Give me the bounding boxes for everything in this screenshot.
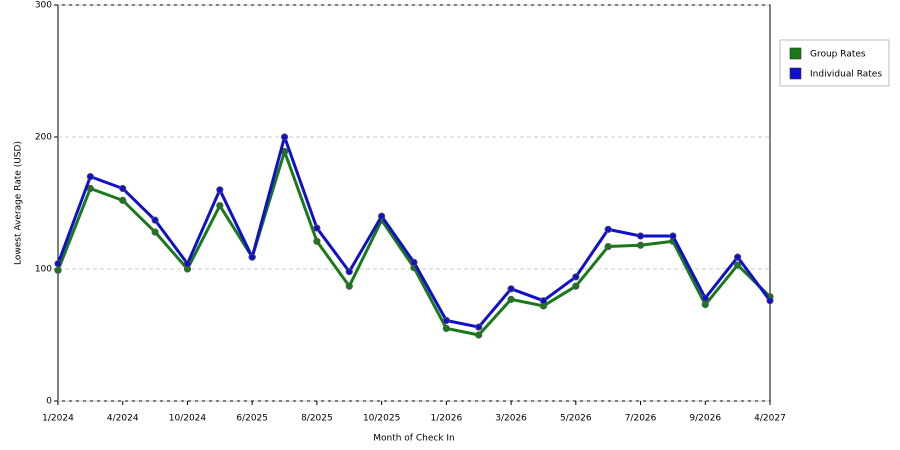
x-tick-label: 9/2026: [689, 414, 721, 424]
y-tick-label: 100: [35, 265, 52, 275]
data-point: [539, 297, 548, 305]
data-point: [507, 295, 515, 303]
x-tick-label: 6/2025: [236, 414, 268, 424]
x-tick-label: 5/2026: [560, 414, 592, 424]
y-axis-label: Lowest Average Rate (USD): [14, 141, 24, 265]
data-point: [216, 186, 224, 194]
data-point: [572, 282, 580, 290]
data-point: [636, 232, 645, 240]
y-tick-label: 200: [35, 133, 52, 143]
data-point: [345, 268, 353, 276]
x-tick-label: 1/2026: [431, 414, 463, 424]
data-point: [636, 241, 645, 249]
data-point: [701, 301, 709, 309]
data-point: [248, 253, 256, 261]
data-point: [766, 297, 774, 305]
data-point: [280, 133, 289, 141]
data-point: [734, 261, 742, 269]
x-tick-label: 4/2027: [754, 414, 786, 424]
y-tick-label: 0: [46, 397, 52, 407]
data-point: [507, 285, 515, 293]
data-point: [734, 253, 742, 261]
data-point: [313, 237, 321, 245]
data-point: [410, 258, 418, 266]
data-point: [572, 273, 580, 281]
x-tick-label: 4/2024: [107, 414, 139, 424]
data-point: [442, 316, 450, 325]
data-point: [701, 294, 709, 302]
data-point: [378, 212, 386, 220]
data-point: [442, 324, 450, 332]
data-point: [669, 232, 677, 240]
data-point: [86, 173, 94, 181]
x-tick-label: 3/2026: [495, 414, 527, 424]
data-point: [151, 216, 159, 224]
data-point: [216, 202, 224, 210]
data-point: [183, 260, 192, 268]
legend-swatch: [789, 67, 802, 80]
data-point: [54, 260, 62, 268]
x-tick-label: 7/2026: [625, 414, 657, 424]
x-tick-label: 10/2024: [169, 414, 207, 424]
x-axis-label: Month of Check In: [373, 434, 455, 444]
data-point: [313, 224, 321, 232]
plot-area: [57, 4, 771, 402]
data-point: [151, 228, 159, 236]
y-tick-label: 300: [35, 1, 52, 11]
x-tick-label: 8/2025: [301, 414, 333, 424]
data-point: [475, 323, 483, 331]
data-point: [475, 331, 483, 339]
data-point: [345, 282, 353, 290]
legend-label: Group Rates: [810, 50, 866, 60]
data-point: [119, 196, 127, 204]
data-point: [604, 242, 612, 251]
legend-swatch: [789, 47, 802, 60]
x-tick-label: 10/2025: [363, 414, 400, 424]
data-point: [54, 266, 62, 274]
data-point: [604, 225, 612, 233]
x-tick-label: 1/2024: [42, 414, 74, 424]
data-point: [119, 184, 127, 193]
legend-label: Individual Rates: [810, 70, 882, 80]
